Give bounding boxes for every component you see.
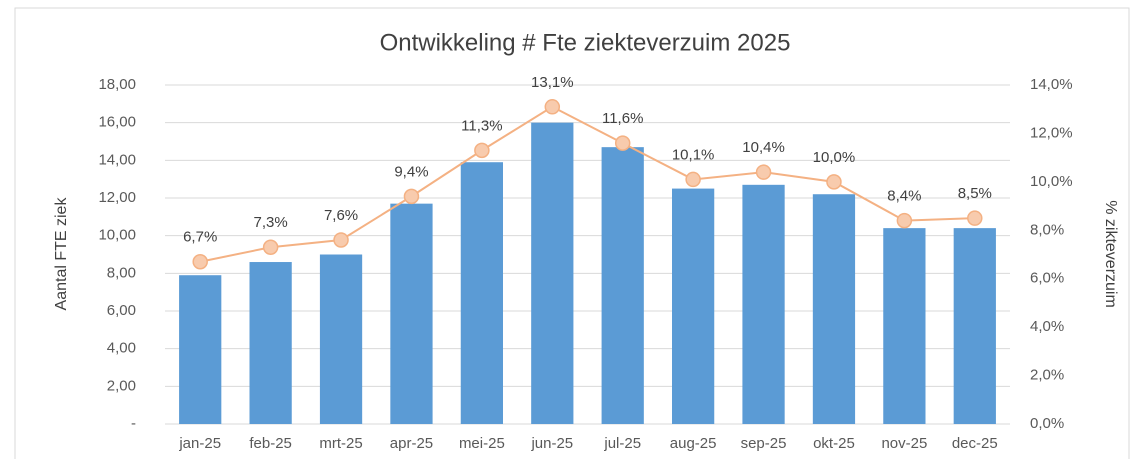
line-marker bbox=[544, 99, 561, 115]
data-label: 10,0% bbox=[813, 149, 856, 166]
data-label: 7,3% bbox=[254, 214, 288, 231]
y2-tick-label: 10,0% bbox=[1030, 173, 1073, 190]
data-label: 8,5% bbox=[958, 185, 992, 202]
x-tick-label: jan-25 bbox=[178, 435, 221, 452]
y-tick-label: 14,00 bbox=[98, 151, 136, 168]
y-tick-label: 4,00 bbox=[107, 340, 136, 357]
y-tick-label: 10,00 bbox=[98, 227, 136, 244]
y2-tick-label: 6,0% bbox=[1030, 270, 1064, 287]
y-tick-label: 2,00 bbox=[107, 377, 136, 394]
x-tick-label: feb-25 bbox=[249, 435, 292, 452]
line-marker bbox=[967, 210, 983, 226]
bar bbox=[883, 228, 926, 424]
line-marker bbox=[474, 142, 490, 159]
bar bbox=[812, 194, 856, 424]
x-tick-label: okt-25 bbox=[813, 435, 855, 452]
line-marker bbox=[333, 232, 349, 248]
line-marker bbox=[403, 188, 420, 205]
data-label: 11,3% bbox=[461, 117, 502, 134]
y-tick-label: 8,00 bbox=[107, 264, 136, 281]
x-tick-label: apr-25 bbox=[390, 435, 433, 452]
bar bbox=[390, 203, 433, 424]
y2-tick-label: 12,0% bbox=[1030, 124, 1073, 141]
y-tick-label: - bbox=[131, 415, 136, 432]
bar bbox=[460, 162, 503, 424]
bar bbox=[672, 188, 715, 424]
y-tick-label: 18,00 bbox=[98, 76, 136, 93]
bar bbox=[601, 147, 644, 424]
data-label: 8,4% bbox=[887, 188, 921, 205]
bar bbox=[249, 262, 292, 424]
x-tick-label: mrt-25 bbox=[319, 435, 362, 452]
x-tick-label: dec-25 bbox=[952, 435, 998, 452]
line-marker bbox=[614, 135, 631, 151]
x-tick-label: jun-25 bbox=[530, 435, 573, 452]
line bbox=[200, 105, 975, 263]
data-label: 10,1% bbox=[672, 146, 715, 163]
y-tick-label: 12,00 bbox=[98, 189, 136, 206]
line-marker bbox=[896, 212, 913, 229]
y-tick-label: 6,00 bbox=[107, 302, 136, 319]
data-label: 11,6% bbox=[602, 110, 643, 127]
line-marker bbox=[685, 171, 701, 188]
data-label: 6,7% bbox=[183, 229, 217, 246]
y2-tick-label: 14,0% bbox=[1030, 76, 1073, 93]
line-marker bbox=[755, 164, 772, 180]
data-label: 9,4% bbox=[394, 163, 428, 180]
bar bbox=[531, 122, 574, 425]
y2-tick-label: 8,0% bbox=[1030, 221, 1064, 238]
x-tick-label: aug-25 bbox=[670, 435, 717, 452]
x-tick-label: mei-25 bbox=[459, 435, 505, 452]
x-tick-label: nov-25 bbox=[881, 435, 927, 452]
bar bbox=[179, 275, 222, 424]
line-marker bbox=[192, 254, 208, 270]
y-tick-label: 16,00 bbox=[98, 114, 136, 131]
y2-tick-label: 2,0% bbox=[1030, 367, 1064, 384]
bar bbox=[742, 184, 785, 424]
y2-tick-label: 4,0% bbox=[1030, 318, 1064, 335]
x-tick-label: sep-25 bbox=[741, 435, 787, 452]
line-marker bbox=[262, 239, 279, 255]
y-axis-title: Aantal FTE ziek bbox=[53, 197, 70, 311]
data-label: 10,4% bbox=[742, 139, 785, 156]
bar bbox=[953, 228, 996, 424]
y2-tick-label: 0,0% bbox=[1030, 415, 1064, 432]
line-marker bbox=[826, 174, 842, 190]
data-label: 13,1% bbox=[531, 74, 574, 91]
chart-title: Ontwikkeling # Fte ziekteverzuim 2025 bbox=[380, 29, 791, 56]
y2-axis-title: % zikteverzuim bbox=[1102, 200, 1119, 308]
bar bbox=[319, 254, 363, 424]
x-tick-label: jul-25 bbox=[603, 435, 641, 452]
data-label: 7,6% bbox=[324, 207, 358, 224]
